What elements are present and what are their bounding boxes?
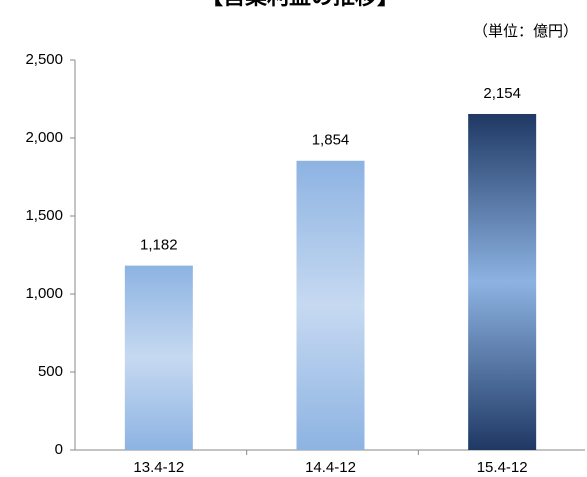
unit-label: （単位：億円） [473, 22, 578, 40]
x-tick-label: 14.4-12 [305, 459, 356, 476]
x-tick-label: 15.4-12 [477, 459, 528, 476]
chart-title: 【営業利益の推移】 [201, 0, 399, 9]
data-label: 1,182 [140, 237, 178, 254]
y-tick-label: 2,000 [25, 129, 63, 146]
y-tick-label: 500 [38, 363, 63, 380]
y-tick-label: 0 [55, 441, 63, 458]
y-tick-label: 2,500 [25, 51, 63, 68]
y-tick-label: 1,000 [25, 285, 63, 302]
bar [296, 160, 365, 450]
data-label: 2,154 [483, 85, 521, 102]
bar [124, 265, 193, 450]
y-tick-label: 1,500 [25, 207, 63, 224]
data-label: 1,854 [312, 132, 350, 149]
bar [468, 113, 537, 450]
x-tick-label: 13.4-12 [133, 459, 184, 476]
